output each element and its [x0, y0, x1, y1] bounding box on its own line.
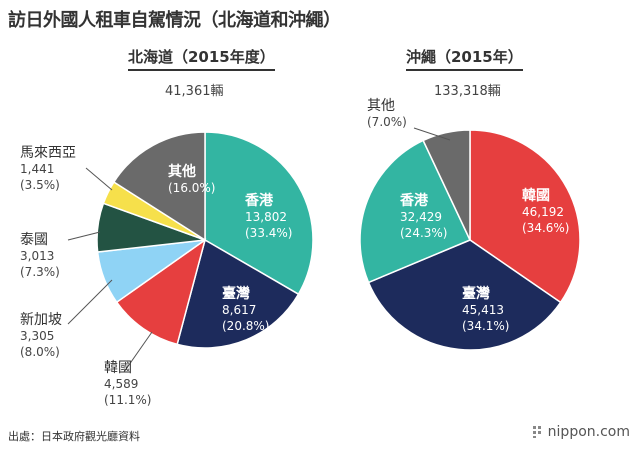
hokkaido-leader-2	[123, 331, 153, 373]
hokkaido-pie	[96, 131, 314, 349]
okinawa-label-1-line-0: 臺灣	[462, 285, 490, 302]
hokkaido-label-5-line-2: (3.5%)	[20, 178, 60, 192]
okinawa-slice-2	[359, 139, 472, 284]
okinawa-chart-title: 沖繩（2015年）	[406, 46, 523, 71]
hokkaido-label-4-line-1: 3,013	[20, 249, 54, 263]
okinawa-label-1-line-1: 45,413	[462, 303, 504, 317]
okinawa-slice-1	[367, 239, 562, 351]
okinawa-slice-0	[469, 129, 581, 304]
hokkaido-label-6-line-1: (16.0%)	[168, 181, 215, 195]
hokkaido-label-3-line-0: 新加坡	[20, 312, 62, 328]
hokkaido-slice-0	[204, 131, 314, 296]
brand-logo: nippon.com	[532, 424, 630, 440]
hokkaido-label-3-line-1: 3,305	[20, 329, 54, 343]
okinawa-total: 133,318輛	[434, 84, 501, 99]
okinawa-label-2-line-2: (24.3%)	[400, 226, 447, 240]
hokkaido-slice-1	[176, 238, 300, 349]
hokkaido-slice-6	[112, 131, 206, 242]
hokkaido-leader-5	[85, 167, 113, 191]
main-title: 訪日外國人租車自駕情況（北海道和沖繩）	[8, 10, 341, 31]
pie-labels: 香港13,802(33.4%)臺灣8,617(20.8%)韓國4,589(11.…	[20, 98, 569, 407]
hokkaido-total: 41,361輛	[165, 84, 224, 99]
hokkaido-label-0-line-1: 13,802	[245, 210, 287, 224]
hokkaido-label-1-line-0: 臺灣	[222, 285, 250, 302]
brand-name: nippon.com	[547, 424, 630, 440]
okinawa-label-0-line-2: (34.6%)	[522, 221, 569, 235]
hokkaido-label-2-line-0: 韓國	[104, 360, 132, 376]
okinawa-label-2-line-0: 香港	[399, 192, 429, 209]
hokkaido-label-1-line-2: (20.8%)	[222, 319, 269, 333]
hokkaido-label-0-line-0: 香港	[244, 192, 274, 209]
hokkaido-leader-3	[67, 279, 113, 325]
source-note: 出處：日本政府觀光廳資料	[8, 430, 140, 443]
hokkaido-leader-4	[67, 231, 101, 241]
hokkaido-label-3-line-2: (8.0%)	[20, 345, 60, 359]
okinawa-label-2-line-1: 32,429	[400, 210, 442, 224]
hokkaido-label-5-line-1: 1,441	[20, 162, 54, 176]
hokkaido-slice-2	[115, 238, 207, 346]
hokkaido-label-2-line-1: 4,589	[104, 377, 138, 391]
hokkaido-label-4-line-0: 泰國	[20, 232, 48, 248]
okinawa-pie	[359, 129, 581, 351]
nippon-logo-icon	[532, 426, 541, 438]
okinawa-label-3-line-1: (7.0%)	[367, 115, 407, 129]
hokkaido-label-0-line-2: (33.4%)	[245, 226, 292, 240]
okinawa-slice-3	[422, 129, 471, 241]
okinawa-label-1-line-2: (34.1%)	[462, 319, 509, 333]
hokkaido-label-4-line-2: (7.3%)	[20, 265, 60, 279]
hokkaido-chart-title: 北海道（2015年度）	[128, 46, 275, 71]
okinawa-leader-3	[413, 127, 451, 141]
hokkaido-label-1-line-1: 8,617	[222, 303, 256, 317]
hokkaido-label-2-line-2: (11.1%)	[104, 393, 151, 407]
okinawa-label-0-line-0: 韓國	[522, 187, 550, 204]
hokkaido-label-5-line-0: 馬來西亞	[20, 145, 76, 161]
okinawa-label-3-line-0: 其他	[367, 98, 395, 114]
okinawa-label-0-line-1: 46,192	[522, 205, 564, 219]
hokkaido-label-6-line-0: 其他	[168, 163, 196, 180]
